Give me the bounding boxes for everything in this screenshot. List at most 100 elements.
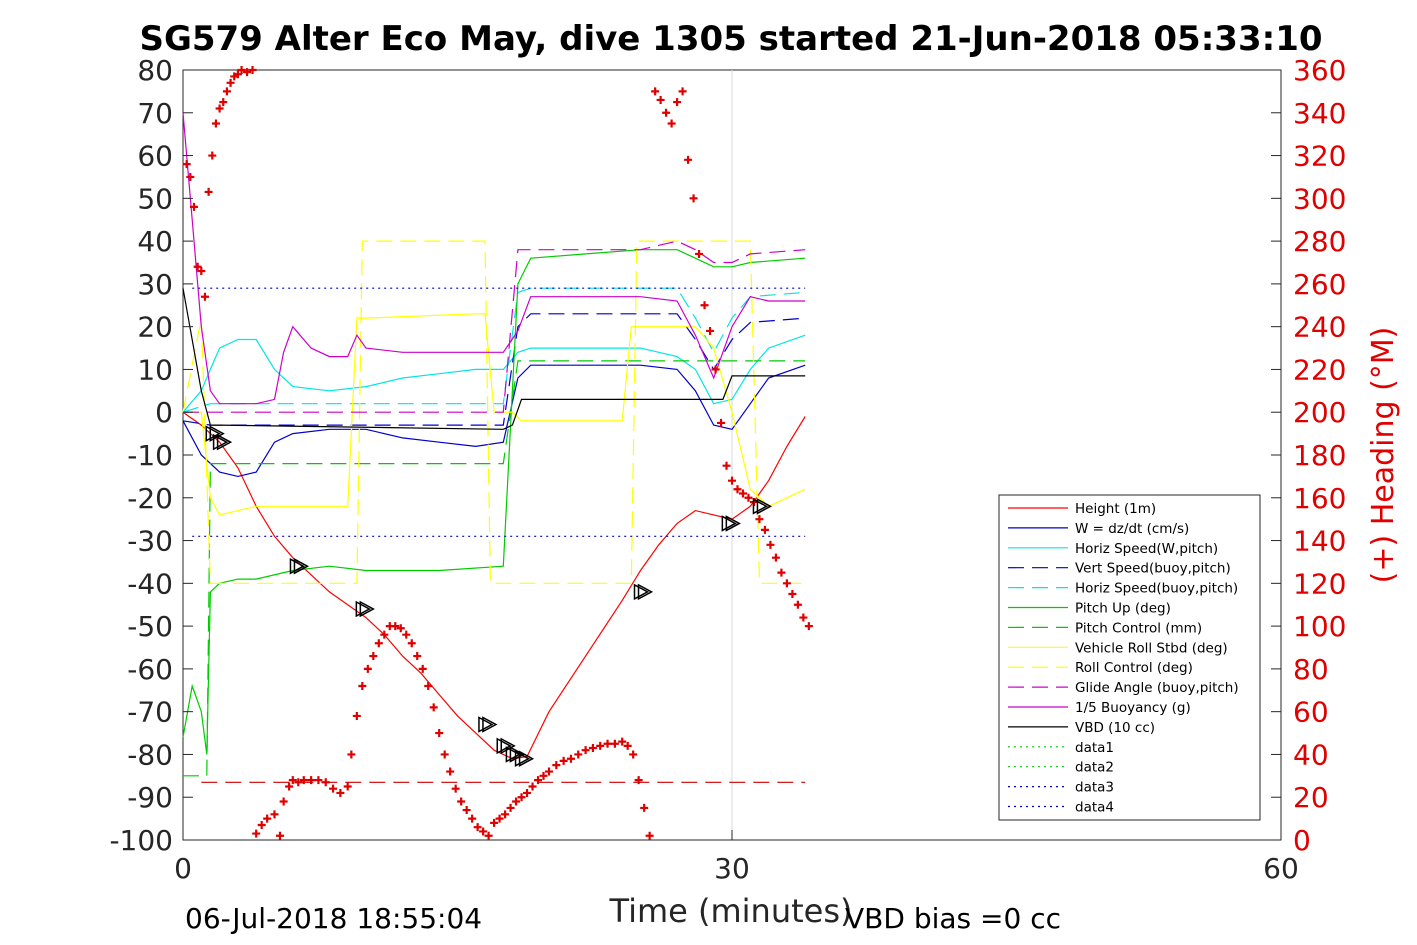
heading-point	[738, 489, 747, 498]
heading-point	[343, 782, 352, 791]
heading-point	[517, 793, 526, 802]
y-tick-label-left: -70	[127, 696, 173, 729]
heading-point	[700, 301, 709, 310]
y-tick-label-left: -90	[127, 781, 173, 814]
triangle-marker	[725, 515, 741, 532]
heading-point	[545, 767, 553, 776]
heading-point	[506, 803, 515, 812]
y-axis-left-ticks: 80 70 60 50 40 30 20 10 0 -10 -20 -30 -40 -50 -60 -70 -8…	[109, 54, 193, 857]
heading-point	[197, 267, 206, 276]
heading-point	[552, 761, 561, 770]
heading-point	[581, 746, 590, 755]
legend-label: VBD (10 cc)	[1075, 720, 1155, 736]
heading-point	[629, 750, 638, 759]
triangle-marker	[289, 557, 306, 575]
heading-point	[193, 262, 202, 271]
heading-point	[566, 754, 575, 763]
heading-point	[233, 70, 242, 79]
heading-point	[248, 66, 257, 74]
heading-point	[391, 622, 400, 631]
footer-vbd-bias: VBD bias =0 cc	[845, 902, 1061, 935]
x-tick-label: 0	[174, 852, 192, 885]
heading-point	[528, 782, 537, 791]
heading-point	[777, 568, 786, 577]
heading-point	[358, 682, 367, 690]
y-tick-label-left: -10	[127, 439, 173, 472]
heading-point	[329, 784, 338, 793]
heading-point	[252, 829, 261, 838]
heading-point	[662, 108, 671, 117]
legend-label: data1	[1075, 740, 1114, 756]
heading-points	[182, 66, 813, 840]
y-tick-label-right: 0	[1293, 824, 1311, 857]
y-tick-label-right: 340	[1293, 97, 1346, 130]
heading-point	[473, 823, 482, 832]
triangle-marker	[637, 583, 654, 601]
y-axis-right-label: (+) Heading (°M)	[1366, 327, 1401, 584]
y-tick-label-left: -50	[127, 610, 173, 643]
heading-point	[380, 630, 389, 639]
triangle-marker	[293, 557, 310, 575]
heading-point	[243, 68, 252, 77]
heading-point	[610, 739, 619, 748]
heading-point	[640, 803, 649, 812]
triangle-marker	[496, 737, 512, 755]
legend-label: data3	[1075, 780, 1114, 796]
heading-point	[468, 814, 477, 823]
heading-point	[363, 664, 372, 673]
heading-point	[294, 778, 303, 787]
y-tick-label-right: 40	[1293, 738, 1329, 771]
y-axis-right-ticks: 3603403203002802602402202001801601401201…	[1271, 54, 1346, 857]
legend-label: Pitch Control (mm)	[1075, 620, 1202, 636]
y-tick-label-right: 80	[1293, 653, 1329, 686]
heading-point	[396, 624, 405, 633]
heading-point	[744, 493, 753, 502]
y-tick-label-right: 160	[1293, 482, 1346, 515]
heading-point	[257, 821, 266, 830]
heading-point	[799, 613, 808, 622]
heading-point	[755, 515, 764, 524]
heading-point	[369, 652, 378, 661]
heading-point	[479, 827, 488, 836]
triangle-marker	[509, 746, 525, 763]
heading-point	[263, 814, 272, 823]
heading-point	[285, 782, 294, 791]
legend-label: data4	[1075, 800, 1114, 816]
heading-point	[314, 776, 323, 785]
legend-label: Roll Control (deg)	[1075, 660, 1193, 676]
heading-point	[490, 818, 499, 827]
legend-label: Height (1m)	[1075, 501, 1156, 517]
heading-point	[211, 119, 220, 128]
y-tick-label-left: -60	[127, 653, 173, 686]
heading-point	[347, 750, 356, 759]
y-tick-label-left: 50	[137, 182, 173, 215]
heading-point	[539, 771, 548, 780]
heading-point	[782, 579, 791, 588]
series-line	[182, 334, 806, 413]
series-line	[183, 240, 806, 413]
chart-title: SG579 Alter Eco May, dive 1305 started 2…	[139, 19, 1322, 59]
heading-point	[656, 95, 665, 104]
heading-point	[288, 776, 297, 785]
y-tick-label-left: 20	[137, 311, 173, 344]
legend-box	[998, 494, 1261, 821]
heading-point	[673, 98, 682, 107]
triangle-marker	[505, 746, 521, 763]
heading-point	[435, 729, 444, 738]
triangle-marker	[212, 433, 229, 451]
heading-point	[208, 151, 217, 160]
triangle-marker	[482, 716, 498, 733]
heading-point	[501, 810, 510, 819]
heading-point	[534, 776, 543, 785]
series-line	[182, 364, 806, 478]
heading-point	[667, 119, 676, 128]
heading-point	[462, 806, 471, 815]
triangle-marker	[355, 600, 371, 618]
heading-point	[788, 590, 797, 599]
footer-timestamp: 06-Jul-2018 18:55:04	[185, 902, 482, 935]
y-tick-label-left: 60	[137, 140, 173, 173]
y-tick-label-right: 240	[1293, 311, 1346, 344]
y-tick-label-right: 280	[1293, 225, 1346, 258]
heading-point	[733, 485, 742, 494]
